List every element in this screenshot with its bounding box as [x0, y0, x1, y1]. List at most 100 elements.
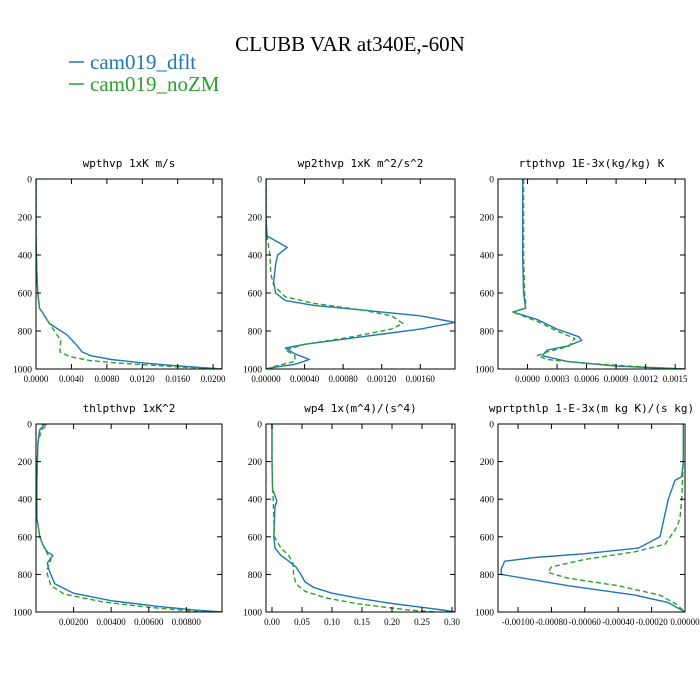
- x-tick-label: 0.15: [354, 617, 370, 627]
- series-line-cam019_noZM: [36, 179, 222, 369]
- x-tick-label: 0.00080: [329, 374, 359, 384]
- panel-series: [36, 179, 222, 369]
- x-tick-label: 0.0006: [574, 374, 599, 384]
- y-tick-label: 1000: [475, 609, 494, 619]
- panel-3: rtpthvp 1E-3x(kg/kg) K 0 200 400 600 800 1000 0…: [475, 157, 688, 384]
- y-tick-label: 0: [27, 421, 32, 431]
- x-tick-label: 0.25: [414, 617, 430, 627]
- series-line-cam019_noZM: [547, 424, 685, 612]
- x-tick-label: 0.0015: [663, 374, 688, 384]
- x-tick-label: -0.00060: [569, 617, 602, 627]
- axes-frame: [35, 178, 223, 370]
- panel-series: [271, 424, 455, 612]
- x-tick-label: 0.30: [444, 617, 460, 627]
- x-tick-label: 0.0080: [94, 374, 119, 384]
- panel-series: [512, 179, 685, 369]
- x-tick-label: 0.05: [294, 617, 310, 627]
- y-tick-label: 600: [18, 290, 33, 300]
- panel-title: rtpthvp 1E-3x(kg/kg) K: [519, 157, 665, 170]
- axes-frame: [497, 178, 686, 370]
- x-tick-label: 0.00400: [97, 617, 127, 627]
- x-tick-label: 0.10: [324, 617, 340, 627]
- series-line-cam019_dflt: [271, 424, 455, 612]
- y-tick-label: 600: [248, 533, 263, 543]
- y-tick-label: 0: [489, 421, 494, 431]
- y-tick-label: 200: [18, 458, 33, 468]
- x-tick-label: 0.0160: [165, 374, 190, 384]
- axes-frame: [265, 178, 456, 370]
- y-tick-label: 600: [248, 290, 263, 300]
- series-line-cam019_dflt: [36, 179, 222, 369]
- y-tick-label: 800: [18, 571, 33, 581]
- x-tick-label: 0.00800: [172, 617, 202, 627]
- x-tick-label: -0.00040: [602, 617, 635, 627]
- panel-title: wp4 1x(m^4)/(s^4): [304, 402, 417, 415]
- x-tick-label: -0.00080: [535, 617, 568, 627]
- series-line-cam019_dflt: [500, 424, 685, 612]
- y-tick-label: 400: [18, 496, 33, 506]
- x-tick-label: 0.00600: [134, 617, 164, 627]
- panel-series: [266, 179, 455, 369]
- y-tick-label: 800: [480, 571, 495, 581]
- y-tick-label: 800: [248, 571, 263, 581]
- y-tick-label: 600: [480, 533, 495, 543]
- y-tick-label: 800: [480, 328, 495, 338]
- x-tick-label: 0.00: [264, 617, 280, 627]
- panel-title: wpthvp 1xK m/s: [83, 157, 176, 170]
- series-line-cam019_noZM: [271, 424, 435, 612]
- y-tick-label: 200: [18, 214, 33, 224]
- panel-2: wp2thvp 1xK m^2/s^2020040060080010000.00…: [243, 157, 456, 384]
- x-tick-label: 0.00200: [59, 617, 89, 627]
- y-tick-label: 200: [480, 214, 495, 224]
- series-line-cam019_noZM: [512, 179, 685, 369]
- x-tick-label: 0.0000: [24, 374, 49, 384]
- x-tick-label: 0.0200: [201, 374, 226, 384]
- y-tick-label: 200: [248, 458, 263, 468]
- y-tick-label: 0: [257, 176, 262, 186]
- y-tick-label: 0: [257, 421, 262, 431]
- axes-frame: [497, 423, 686, 613]
- x-tick-label: 0.0012: [633, 374, 658, 384]
- y-tick-label: 800: [248, 328, 263, 338]
- y-tick-label: 600: [18, 533, 33, 543]
- y-tick-label: 1000: [13, 366, 32, 376]
- y-tick-label: 1000: [475, 366, 494, 376]
- y-tick-label: 400: [480, 496, 495, 506]
- y-tick-label: 400: [480, 252, 495, 262]
- y-tick-label: 400: [248, 252, 263, 262]
- legend-entry: cam019_noZM: [69, 72, 220, 96]
- figure-title: CLUBB VAR at340E,-60N: [235, 32, 465, 56]
- series-line-cam019_dflt: [512, 179, 685, 369]
- panel-4: thlpthvp 1xK^2 0 200 400 600 800 1000 0.00200 0.…: [13, 402, 223, 627]
- y-tick-label: 200: [248, 214, 263, 224]
- panel-title: wp2thvp 1xK m^2/s^2: [298, 157, 424, 170]
- x-tick-label: -0.00100: [502, 617, 535, 627]
- series-line-cam019_noZM: [36, 424, 209, 612]
- y-tick-label: 600: [480, 290, 495, 300]
- x-tick-label: 0.0000: [515, 374, 540, 384]
- legend: cam019_dflt cam019_noZM: [69, 50, 220, 96]
- axes-frame: [265, 423, 456, 613]
- x-tick-label: 0.20: [384, 617, 400, 627]
- y-tick-label: 0: [27, 176, 32, 186]
- x-tick-label: 0.0040: [59, 374, 84, 384]
- x-tick-label: 0.00160: [406, 374, 436, 384]
- panel-series: [500, 424, 685, 612]
- y-tick-label: 200: [480, 458, 495, 468]
- axes-frame: [35, 423, 223, 613]
- y-tick-label: 1000: [243, 609, 262, 619]
- legend-label-0: cam019_dflt: [90, 50, 196, 74]
- y-tick-label: 800: [18, 328, 33, 338]
- x-tick-label: 0.00000: [670, 617, 700, 627]
- panel-6: wprtpthlp 1-E-3x(m kg K)/(s kg) 0 200 400 60…: [475, 402, 700, 627]
- legend-label-1: cam019_noZM: [90, 72, 220, 96]
- x-tick-label: 0.00120: [367, 374, 397, 384]
- x-tick-label: 0.0120: [130, 374, 155, 384]
- panel-title: thlpthvp 1xK^2: [83, 402, 176, 415]
- series-line-cam019_dflt: [36, 424, 222, 612]
- x-tick-label: -0.00020: [635, 617, 668, 627]
